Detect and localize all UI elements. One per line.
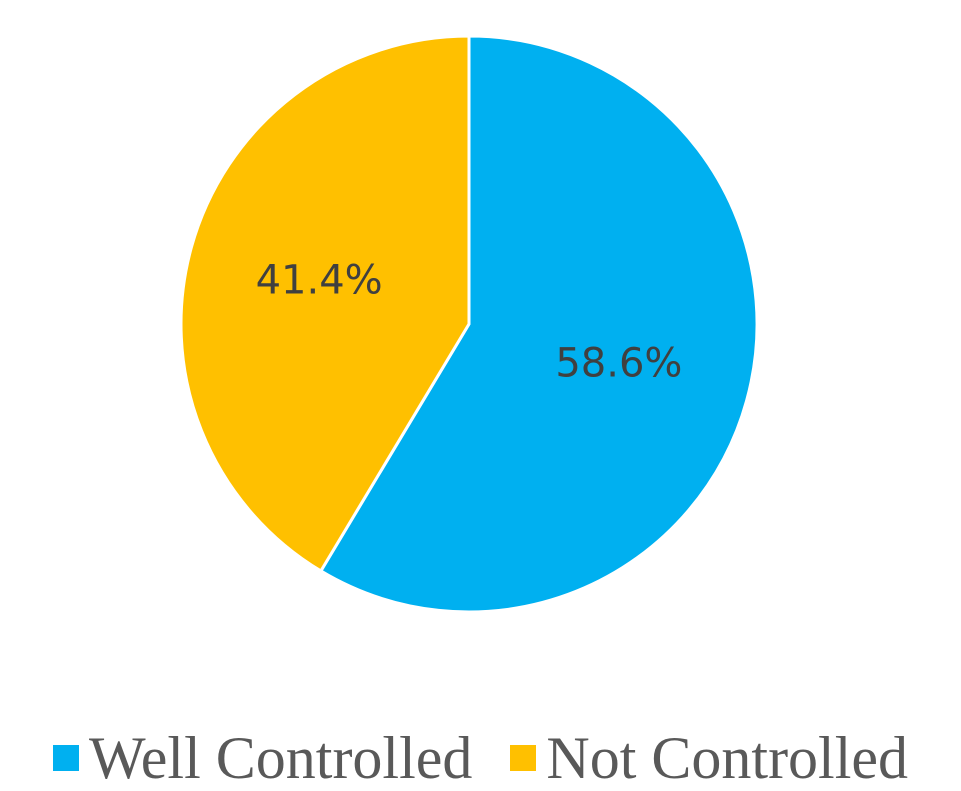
legend-item-not-controlled: Not Controlled	[510, 728, 908, 788]
pie-slice-not-controlled	[179, 34, 471, 573]
legend-label-not-controlled: Not Controlled	[546, 725, 909, 791]
data-label-well-controlled: 58.6%	[555, 341, 682, 387]
legend-swatch-well-controlled	[52, 745, 79, 771]
pie-slice-well-controlled	[319, 34, 759, 614]
legend: Well Controlled Not Controlled	[0, 728, 961, 788]
data-label-not-controlled: 41.4%	[256, 257, 383, 303]
legend-label-well-controlled: Well Controlled	[88, 725, 473, 791]
pie-chart: 58.6% 41.4%	[179, 34, 759, 614]
legend-swatch-not-controlled	[510, 745, 537, 771]
legend-item-well-controlled: Well Controlled	[52, 725, 473, 791]
